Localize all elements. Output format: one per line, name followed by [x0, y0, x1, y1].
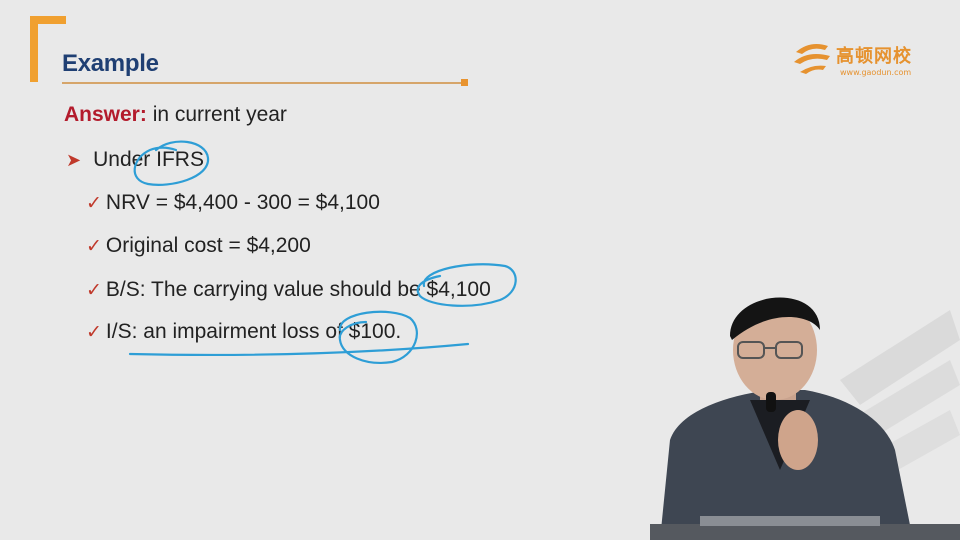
- answer-label: Answer:: [64, 103, 147, 126]
- answer-line: Answer: in current year: [64, 103, 287, 127]
- corner-bracket: [30, 16, 66, 82]
- logo-url: www.gaodun.com: [840, 68, 912, 77]
- slide-title: Example: [62, 50, 159, 77]
- checkmark-icon: ✓: [86, 193, 102, 214]
- checkmark-icon: ✓: [86, 280, 102, 301]
- logo-text: 高顿网校: [836, 46, 912, 67]
- check-item-text: Original cost = $4,200: [105, 234, 311, 257]
- check-item: ✓ I/S: an impairment loss of $100.: [86, 320, 401, 344]
- check-item-text: I/S: an impairment loss of $100.: [105, 320, 402, 343]
- answer-text: in current year: [146, 103, 287, 126]
- underline-impairment: [128, 342, 470, 357]
- gaodun-logo: 高顿网校 www.gaodun.com: [792, 36, 922, 82]
- checkmark-icon: ✓: [86, 322, 102, 343]
- check-item: ✓ Original cost = $4,200: [86, 234, 311, 258]
- check-item-text: NRV = $4,400 - 300 = $4,100: [105, 191, 380, 214]
- check-item: ✓ B/S: The carrying value should be $4,10…: [86, 278, 491, 302]
- checkmark-icon: ✓: [86, 236, 102, 257]
- presenter-video: [650, 297, 960, 540]
- title-underline: [62, 82, 464, 84]
- title-underline-dot: [461, 79, 468, 86]
- check-item: ✓ NRV = $4,400 - 300 = $4,100: [86, 191, 380, 215]
- arrowhead-right-icon: ➤: [66, 150, 82, 170]
- bullet-line: ➤ Under IFRS: [66, 148, 204, 172]
- check-item-text: B/S: The carrying value should be $4,100: [105, 278, 491, 301]
- gaodun-logo-icon: [794, 44, 830, 74]
- bullet-text: Under IFRS: [93, 148, 204, 171]
